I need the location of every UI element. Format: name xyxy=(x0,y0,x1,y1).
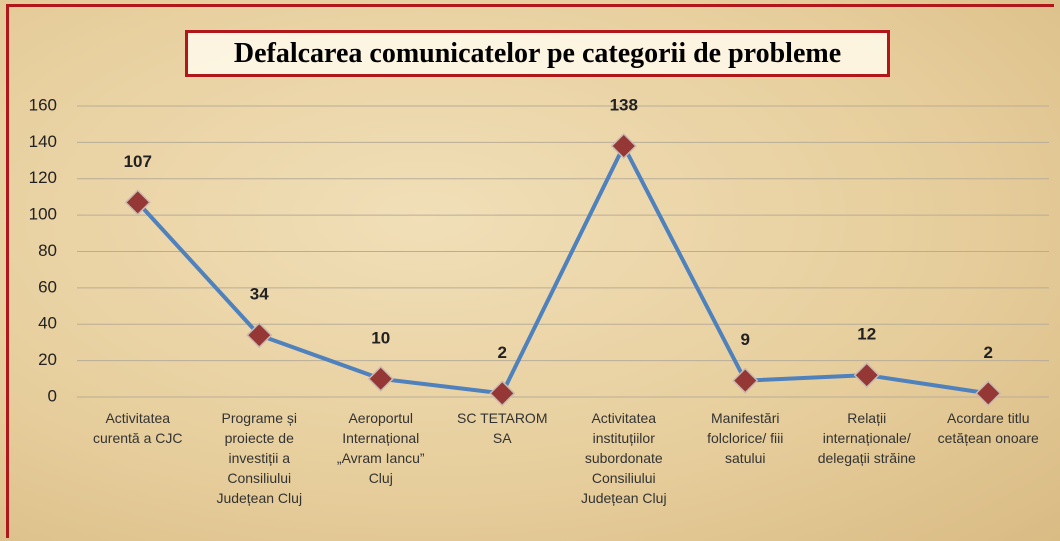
x-tick-label: SC TETAROM SA xyxy=(457,410,548,446)
marker xyxy=(732,367,759,394)
data-label: 34 xyxy=(250,285,269,304)
y-tick-label: 60 xyxy=(38,277,57,296)
data-label: 107 xyxy=(124,152,152,171)
marker xyxy=(610,132,637,160)
y-tick-label: 140 xyxy=(29,132,57,151)
y-tick-label: 40 xyxy=(38,314,57,333)
frame xyxy=(6,4,1054,538)
x-tick-label: Aeroportul Internațional „Avram Iancu” C… xyxy=(336,410,425,486)
marker xyxy=(246,322,273,349)
y-tick-label: 120 xyxy=(29,168,57,187)
data-label: 2 xyxy=(498,343,507,362)
data-label: 2 xyxy=(984,343,993,362)
x-tick-label: Activitatea instituțiilor subordonate Co… xyxy=(580,410,667,506)
y-tick-label: 160 xyxy=(29,95,57,114)
x-tick-label: Programe și proiecte de investiții a Con… xyxy=(216,410,303,506)
x-tick-label: Manifestări folclorice/ fiii satului xyxy=(707,410,784,466)
data-label: 12 xyxy=(857,325,876,344)
marker xyxy=(853,362,880,389)
marker xyxy=(975,380,1002,407)
x-tick-label: Relații internaționale/ delegații străin… xyxy=(817,410,916,466)
y-tick-label: 80 xyxy=(38,241,57,260)
data-label: 10 xyxy=(371,328,390,347)
y-tick-label: 20 xyxy=(38,350,57,369)
data-label: 138 xyxy=(610,95,638,114)
data-label: 9 xyxy=(741,330,750,349)
x-tick-label: Activitatea curentă a CJC xyxy=(93,410,183,446)
x-tick-label: Acordare titlu cetățean onoare xyxy=(937,410,1039,446)
chart-title: Defalcarea comunicatelor pe categorii de… xyxy=(185,30,890,77)
line xyxy=(136,144,989,396)
y-tick-label: 0 xyxy=(48,386,57,405)
marker xyxy=(367,365,394,392)
marker xyxy=(124,189,151,216)
y-tick-label: 100 xyxy=(29,205,57,224)
marker xyxy=(489,380,516,407)
